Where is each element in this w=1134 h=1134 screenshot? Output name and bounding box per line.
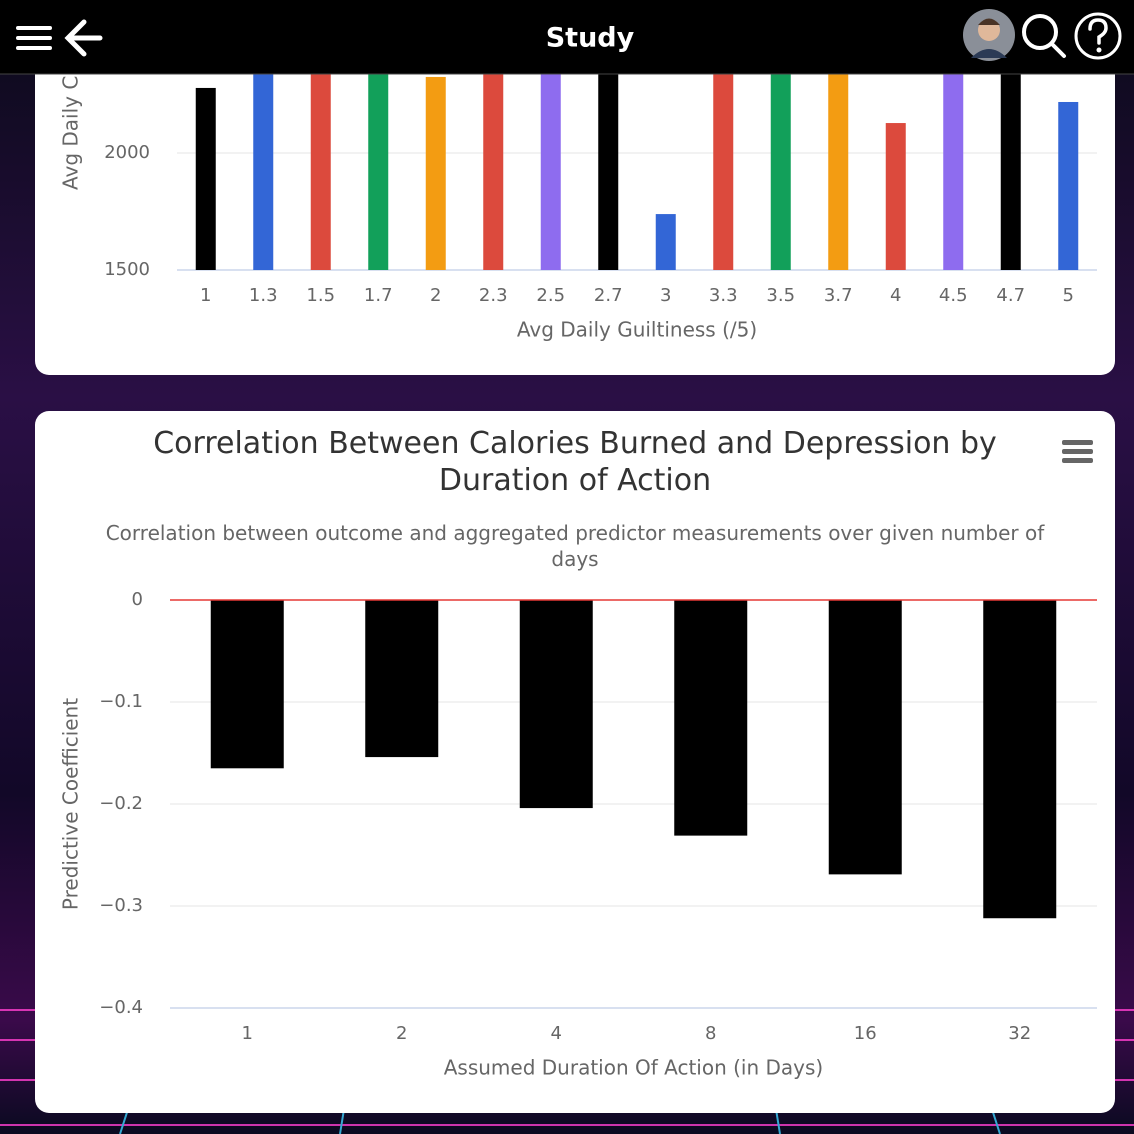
- x-tick-label: 1.3: [249, 285, 278, 306]
- bar: [253, 47, 274, 271]
- bar: [425, 76, 446, 270]
- x-tick-label: 3: [660, 285, 671, 306]
- bar: [674, 600, 748, 836]
- x-tick-label: 2: [430, 285, 441, 306]
- x-tick-label: 3.5: [766, 285, 795, 306]
- back-button[interactable]: [64, 19, 103, 57]
- bar: [828, 59, 849, 271]
- x-tick-label: 16: [854, 1023, 877, 1044]
- y-tick-label: −0.3: [99, 895, 143, 916]
- bar: [885, 123, 906, 270]
- bar: [983, 600, 1057, 919]
- y-tick-label: 2000: [104, 142, 150, 163]
- x-tick-label: 4: [890, 285, 901, 306]
- x-tick-label: 3.3: [709, 285, 738, 306]
- x-tick-label: 2: [396, 1023, 407, 1044]
- y-tick-label: 1500: [104, 259, 150, 280]
- y-tick-label: −0.4: [99, 997, 143, 1018]
- bar: [1000, 43, 1021, 270]
- bar: [365, 600, 439, 758]
- bar: [195, 87, 216, 270]
- x-tick-label: 1: [200, 285, 211, 306]
- bar: [713, 54, 734, 270]
- bar: [540, 45, 561, 270]
- x-tick-label: 2.3: [479, 285, 508, 306]
- search-button[interactable]: [1022, 14, 1066, 58]
- x-tick-label: 1.5: [306, 285, 335, 306]
- bar: [598, 40, 619, 271]
- bar: [483, 59, 504, 271]
- charts: 1500 2000 1 1.3 1.5 1.7 2 2.3 2.5 2.7 3 3.3 3.5 3.7 4 4…: [59, 40, 1097, 1080]
- bar: [1058, 101, 1079, 270]
- x-axis-title: Assumed Duration Of Action (in Days): [444, 1056, 824, 1080]
- header-title: Study: [546, 23, 635, 54]
- y-axis-title: Avg Daily C: [59, 76, 83, 190]
- avatar[interactable]: [963, 9, 1015, 61]
- bar: [368, 50, 389, 270]
- bar: [943, 47, 964, 271]
- bar: [770, 52, 791, 270]
- x-tick-label: 8: [705, 1023, 716, 1044]
- bar: [828, 600, 902, 875]
- x-tick-label: 4: [551, 1023, 562, 1044]
- y-axis-title: Predictive Coefficient: [59, 698, 83, 910]
- x-tick-label: 2.7: [594, 285, 623, 306]
- x-tick-label: 4.7: [996, 285, 1025, 306]
- chart-subtitle: Correlation between outcome and aggregat…: [105, 521, 1045, 571]
- y-tick-label: −0.2: [99, 793, 143, 814]
- y-tick-label: 0: [132, 589, 143, 610]
- x-tick-label: 32: [1008, 1023, 1031, 1044]
- menu-button[interactable]: [16, 26, 52, 50]
- x-tick-label: 1.7: [364, 285, 393, 306]
- header-bar: [0, 0, 1134, 74]
- bar: [310, 54, 331, 270]
- y-tick-label: −0.1: [99, 691, 143, 712]
- x-tick-label: 2.5: [536, 285, 565, 306]
- x-tick-label: 4.5: [939, 285, 968, 306]
- chart-title: Correlation Between Calories Burned and …: [153, 426, 997, 498]
- help-button[interactable]: [1074, 12, 1122, 60]
- bar: [655, 214, 676, 270]
- x-tick-label: 3.7: [824, 285, 853, 306]
- x-axis-title: Avg Daily Guiltiness (/5): [517, 318, 757, 342]
- bar: [210, 600, 284, 769]
- x-tick-label: 1: [242, 1023, 253, 1044]
- x-tick-label: 5: [1063, 285, 1074, 306]
- bar: [519, 600, 593, 809]
- chart-menu[interactable]: [1062, 440, 1093, 463]
